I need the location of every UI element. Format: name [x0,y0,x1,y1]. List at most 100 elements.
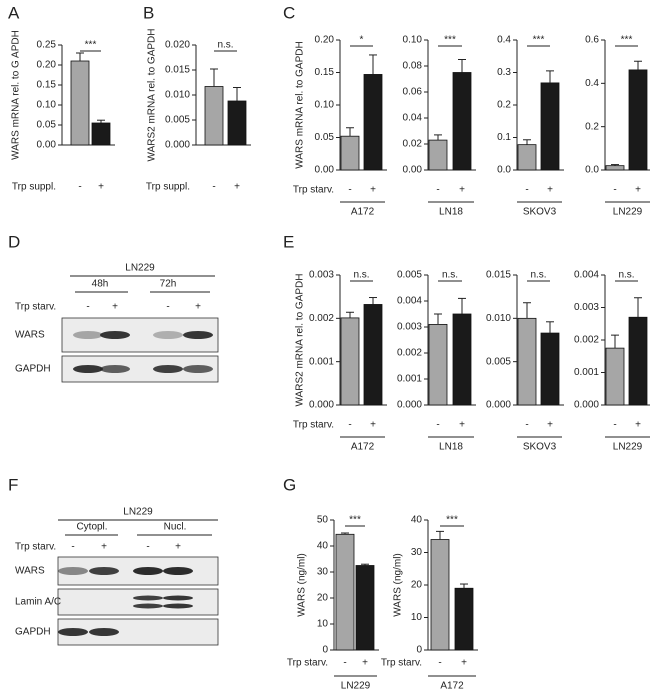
blot-row-label: GAPDH [15,364,51,375]
blot-band [133,567,163,575]
x-tick-label: + [461,658,467,669]
x-tick-label: - [613,420,616,431]
blot-band [183,365,213,373]
blot-band [133,595,163,601]
y-tick-label: 0 [322,645,328,656]
x-axis-label: Trp suppl. [146,182,190,193]
significance-label: *** [349,515,361,526]
panel-letter: F [8,475,18,494]
x-tick-label: - [436,185,439,196]
y-tick-label: 0.003 [397,322,422,333]
bar [204,86,224,146]
y-tick-label: 0.002 [397,348,422,359]
bar [517,144,537,171]
y-axis-label: WARS2 mRNA rel. to GAPDH [147,29,158,162]
y-tick-label: 0 [416,645,422,656]
y-tick-label: 40 [411,515,423,526]
bar [605,165,625,171]
y-tick-label: 10 [411,612,423,623]
bar [540,82,560,171]
blot-group: 48h [92,279,109,290]
y-tick-label: 0.15 [315,67,335,78]
y-tick-label: 0.002 [309,313,334,324]
x-tick-label: - [438,658,441,669]
blot-band [133,603,163,609]
x-tick-label: + [98,182,104,193]
panel-letter: E [283,232,294,251]
significance-label: n.s. [530,270,546,281]
x-tick-label: + [635,185,641,196]
bar [628,316,648,406]
y-tick-label: 0.00 [403,165,423,176]
group-label: A172 [351,207,375,218]
y-tick-label: 0.10 [403,35,423,46]
y-tick-label: 0.4 [585,78,599,89]
x-tick-label: - [78,182,81,193]
blot-strip [57,588,219,616]
y-tick-label: 50 [317,515,329,526]
significance-label: *** [621,35,633,46]
x-tick-label: - [343,658,346,669]
bar [340,135,360,171]
y-tick-label: 0.20 [37,60,57,71]
lane-label: - [166,302,169,313]
y-tick-label: 0.06 [403,87,423,98]
x-tick-label: - [525,185,528,196]
x-tick-label: - [348,420,351,431]
y-tick-label: 0.04 [403,113,423,124]
panel-letter: C [283,3,295,22]
group-label: SKOV3 [523,207,557,218]
blot-title: LN229 [123,507,153,518]
y-axis-label: WARS mRNA rel. to GAPDH [295,41,306,168]
group-label: LN18 [439,207,463,218]
blot-row-label: WARS [15,566,45,577]
y-tick-label: 0.004 [574,270,599,281]
blot-row-label: Lamin A/C [15,597,61,608]
bar [628,69,648,171]
blot-group: Nucl. [164,522,187,533]
y-tick-label: 0.2 [585,121,599,132]
y-tick-label: 0.000 [397,400,422,411]
panel-letter: D [8,232,20,251]
blot-group: Cytopl. [76,522,107,533]
panel-letter: A [8,3,20,22]
bar [452,72,472,171]
y-tick-label: 0.003 [574,302,599,313]
x-tick-label: + [370,185,376,196]
significance-label: *** [444,35,456,46]
blot-band [58,567,88,575]
panel-letter: B [143,3,154,22]
bar [363,74,383,171]
y-tick-label: 0.003 [309,270,334,281]
bar [70,60,90,146]
panel-letter: G [283,475,296,494]
blot-band [163,567,193,575]
y-tick-label: 0.3 [497,67,511,78]
bar [517,317,537,406]
bar [454,587,474,651]
significance-label: n.s. [618,270,634,281]
bar [605,347,625,406]
y-tick-label: 0.05 [315,132,335,143]
x-tick-label: - [348,185,351,196]
y-tick-label: 0.002 [574,335,599,346]
blot-condition: Trp starv. [15,542,56,553]
x-tick-label: + [362,658,368,669]
y-tick-label: 0.015 [165,65,190,76]
blot-band [183,331,213,339]
y-tick-label: 0.00 [37,140,57,151]
y-tick-label: 40 [317,541,329,552]
y-tick-label: 30 [411,547,423,558]
x-tick-label: - [212,182,215,193]
blot-band [100,331,130,339]
x-axis-label: Trp starv. [381,658,422,669]
group-label: SKOV3 [523,442,557,453]
y-tick-label: 0.015 [486,270,511,281]
group-label: LN229 [341,681,371,692]
group-label: A172 [351,442,375,453]
x-tick-label: - [613,185,616,196]
bar [91,122,111,146]
y-tick-label: 0.25 [37,40,57,51]
lane-label: - [146,542,149,553]
